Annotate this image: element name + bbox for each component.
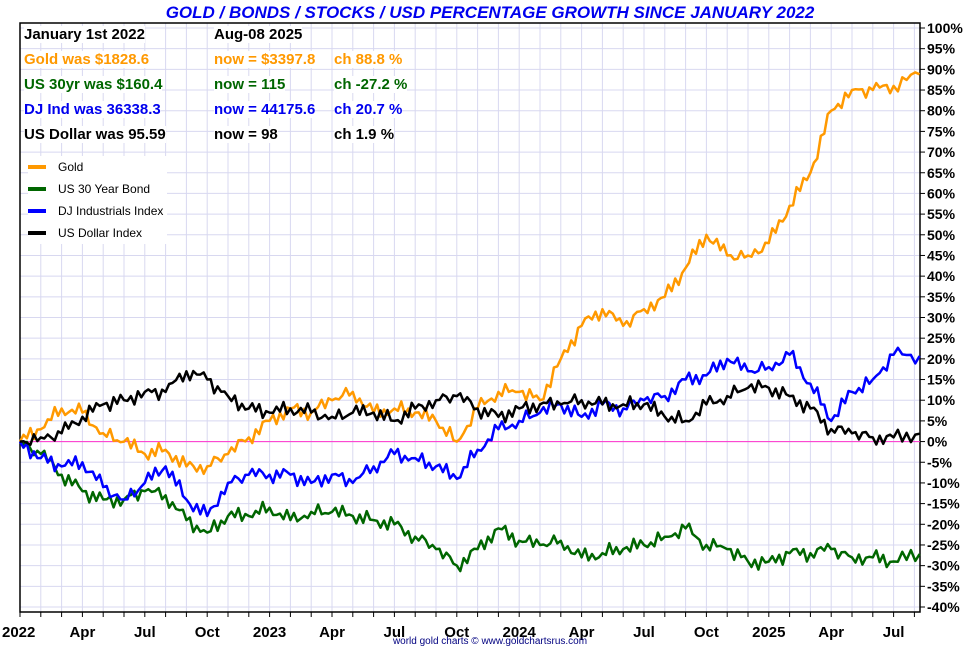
- y-tick-label: 75%: [927, 123, 956, 139]
- legend-swatch: [28, 231, 46, 235]
- usd-change: ch 1.9 %: [334, 126, 395, 143]
- x-tick-label: Oct: [444, 624, 469, 641]
- legend: Gold US 30 Year Bond DJ Industrials Inde…: [28, 156, 168, 244]
- y-tick-label: 60%: [927, 185, 956, 201]
- y-tick-label: 45%: [927, 247, 956, 263]
- y-tick-label: 35%: [927, 289, 956, 305]
- x-tick-label: Apr: [69, 624, 95, 641]
- legend-swatch: [28, 209, 46, 213]
- series-line-dj-industrials-index: [18, 346, 921, 518]
- legend-item-gold: Gold: [28, 156, 168, 178]
- dj-change: ch 20.7 %: [334, 101, 403, 118]
- credit-text: world gold charts © www.goldchartsrus.co…: [392, 636, 588, 647]
- end-date-label: Aug-08 2025: [214, 26, 303, 43]
- y-tick-label: -20%: [927, 516, 960, 532]
- legend-label: DJ Industrials Index: [58, 204, 164, 218]
- usd-now: now = 98: [214, 126, 278, 143]
- y-tick-label: 80%: [927, 103, 956, 119]
- y-tick-label: 10%: [927, 392, 956, 408]
- x-tick-label: Oct: [694, 624, 719, 641]
- y-tick-label: 55%: [927, 206, 956, 222]
- x-tick-label: Jul: [384, 624, 406, 641]
- y-tick-label: 95%: [927, 41, 956, 57]
- x-tick-label: Jul: [633, 624, 655, 641]
- series-line-us-dollar-index: [19, 369, 920, 447]
- y-tick-label: -35%: [927, 578, 960, 594]
- legend-label: US Dollar Index: [58, 226, 143, 240]
- legend-item-bond: US 30 Year Bond: [28, 178, 168, 200]
- y-tick-label: 20%: [927, 351, 956, 367]
- x-tick-label: 2023: [253, 624, 286, 641]
- y-tick-label: 25%: [927, 330, 956, 346]
- y-tick-label: -40%: [927, 599, 960, 615]
- y-tick-label: 30%: [927, 310, 956, 326]
- y-tick-label: 65%: [927, 165, 956, 181]
- x-tick-label: Apr: [569, 624, 595, 641]
- x-tick-label: Apr: [818, 624, 844, 641]
- legend-item-dj: DJ Industrials Index: [28, 200, 168, 222]
- start-date-label: January 1st 2022: [24, 26, 145, 43]
- x-tick-label: 2022: [2, 624, 35, 641]
- y-tick-label: -25%: [927, 537, 960, 553]
- gold-was: Gold was $1828.6: [24, 51, 150, 68]
- gold-now: now = $3397.8: [214, 51, 316, 68]
- x-tick-label: 2024: [503, 624, 537, 641]
- y-tick-label: 5%: [927, 413, 948, 429]
- y-tick-label: 40%: [927, 268, 956, 284]
- x-tick-label: Jul: [883, 624, 905, 641]
- legend-label: US 30 Year Bond: [58, 182, 151, 196]
- y-tick-label: -5%: [927, 454, 952, 470]
- dj-was: DJ Ind was 36338.3: [24, 101, 161, 118]
- gold-change: ch 88.8 %: [334, 51, 403, 68]
- y-tick-label: 0%: [927, 434, 948, 450]
- y-tick-label: -15%: [927, 496, 960, 512]
- y-tick-label: 90%: [927, 61, 956, 77]
- chart-title: GOLD / BONDS / STOCKS / USD PERCENTAGE G…: [165, 3, 815, 22]
- y-tick-label: -30%: [927, 558, 960, 574]
- y-tick-label: 85%: [927, 82, 956, 98]
- legend-label: Gold: [58, 160, 84, 174]
- legend-swatch: [28, 187, 46, 191]
- x-tick-label: Jul: [134, 624, 156, 641]
- y-tick-label: 15%: [927, 372, 956, 388]
- x-tick-label: Apr: [319, 624, 345, 641]
- legend-item-usd: US Dollar Index: [28, 222, 168, 244]
- y-tick-label: -10%: [927, 475, 960, 491]
- bond-now: now = 115: [214, 76, 286, 93]
- bond-change: ch -27.2 %: [334, 76, 408, 93]
- x-tick-label: 2025: [752, 624, 785, 641]
- y-tick-label: 100%: [927, 20, 963, 36]
- y-tick-label: 70%: [927, 144, 956, 160]
- usd-was: US Dollar was 95.59: [24, 126, 166, 143]
- x-tick-label: Oct: [195, 624, 220, 641]
- dj-now: now = 44175.6: [214, 101, 316, 118]
- series-line-gold: [18, 71, 921, 476]
- legend-swatch: [28, 165, 46, 169]
- series-line-us-30-year-bond: [19, 440, 921, 573]
- y-tick-label: 50%: [927, 227, 956, 243]
- bond-was: US 30yr was $160.4: [24, 76, 163, 93]
